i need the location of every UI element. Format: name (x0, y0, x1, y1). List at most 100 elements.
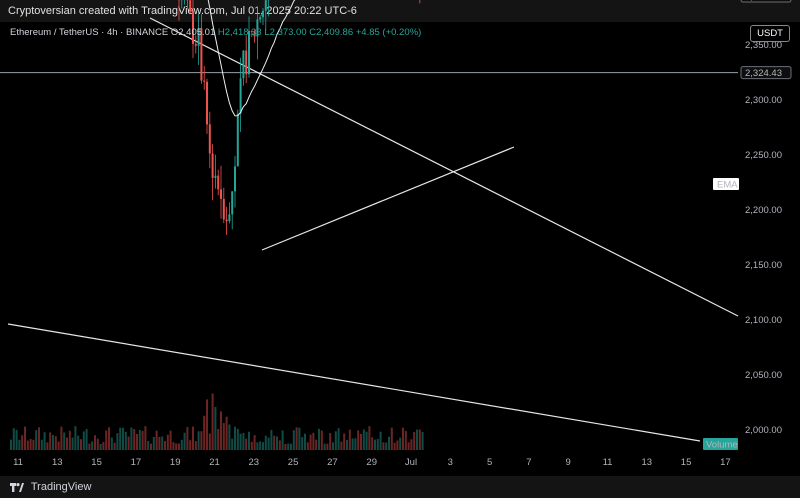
volume-bar (180, 439, 183, 450)
volume-bar (236, 428, 239, 450)
ohlc-legend: Ethereum / TetherUS · 4h · BINANCE O2,40… (10, 27, 421, 38)
volume-bar (421, 431, 424, 450)
volume-bar (74, 426, 77, 450)
volume-bar (172, 442, 175, 450)
candle-body (203, 80, 206, 82)
y-tick-label: 2,050.00 (745, 370, 782, 381)
candle-body (192, 10, 194, 44)
volume-bar (360, 433, 362, 450)
y-tick-label: 2,250.00 (745, 150, 782, 161)
x-tick-label: 5 (487, 457, 492, 468)
level-price-badge (740, 66, 792, 80)
volume-bar (18, 439, 21, 450)
volume-bar (43, 432, 46, 450)
volume-bars (10, 393, 424, 450)
volume-bar (404, 430, 407, 450)
volume-bar (259, 441, 262, 450)
volume-bar (256, 442, 259, 450)
volume-bar (393, 442, 396, 450)
volume-bar (385, 442, 388, 450)
x-tick-label: 17 (131, 457, 142, 468)
volume-bar (388, 436, 390, 450)
volume-bar (189, 440, 192, 450)
volume-bar (60, 426, 63, 450)
volume-bar (320, 430, 323, 450)
volume-bar (323, 443, 326, 450)
volume-bar (32, 439, 35, 450)
volume-bar (161, 436, 164, 450)
x-tick-label: 11 (603, 457, 613, 468)
volume-bar (158, 436, 161, 450)
volume-bar (362, 429, 365, 450)
x-tick-label: 17 (720, 457, 731, 468)
lower-support-trendline (7, 323, 701, 442)
footer-brand: TradingView (0, 476, 800, 498)
volume-bar (267, 437, 270, 450)
level-price-badge (740, 0, 792, 3)
volume-bar (136, 434, 138, 450)
volume-bar (382, 442, 385, 450)
volume-bar (239, 433, 242, 450)
volume-bar (418, 429, 421, 450)
volume-bar (144, 426, 147, 450)
volume-bar (152, 436, 155, 450)
volume-bar (399, 437, 402, 450)
volume-bar (315, 439, 318, 450)
volume-bar (281, 430, 284, 450)
ema-label: EMA (717, 180, 738, 191)
volume-bar (413, 432, 416, 450)
volume-bar (169, 430, 172, 450)
volume-bar (10, 439, 12, 450)
volume-bar (68, 430, 71, 450)
volume-bar (284, 443, 287, 450)
volume-bar (138, 429, 141, 450)
volume-bar (390, 427, 393, 450)
volume-bar (298, 427, 301, 450)
volume-bar (200, 431, 203, 450)
volume-bar (71, 437, 74, 450)
volume-bar (91, 441, 94, 450)
volume-bar (166, 434, 169, 450)
header-text: Cryptoversian created with TradingView.c… (8, 5, 357, 17)
volume-bar (57, 441, 60, 450)
volume-bar (312, 432, 315, 450)
candle-body (194, 43, 197, 46)
x-tick-label: 3 (448, 457, 453, 468)
volume-bar (110, 437, 113, 450)
candle-body (225, 219, 228, 222)
volume-bar (253, 435, 256, 450)
candle-body (197, 28, 200, 46)
y-tick-label: 2,100.00 (745, 315, 782, 326)
candle-body (231, 191, 234, 215)
volume-bar (127, 436, 130, 450)
candle-body (200, 28, 203, 81)
volume-bar (222, 422, 225, 450)
volume-bar (208, 433, 211, 450)
volume-bar (368, 426, 371, 450)
x-tick-label: 27 (327, 457, 338, 468)
currency-button[interactable]: USDT (750, 25, 790, 42)
volume-bar (379, 431, 382, 450)
x-tick-label: 13 (52, 457, 63, 468)
symbol-name: Ethereum / TetherUS · 4h · BINANCE (10, 27, 169, 38)
volume-bar (270, 429, 273, 450)
volume-bar (376, 439, 379, 450)
volume-bar (206, 399, 208, 450)
x-tick-label: 19 (170, 457, 181, 468)
volume-bar (329, 433, 332, 450)
volume-bar (248, 431, 250, 450)
volume-bar (228, 424, 231, 450)
volume-bar (35, 430, 38, 450)
y-tick-label: 2,000.00 (745, 425, 782, 436)
volume-bar (38, 427, 40, 450)
volume-bar (220, 411, 222, 450)
open-value: O2,405.01 (170, 27, 216, 38)
ascending-support-trendline (261, 146, 515, 251)
volume-bar (66, 437, 68, 450)
volume-bar (262, 442, 264, 450)
volume-bar (396, 440, 399, 450)
x-tick-label: 11 (13, 457, 23, 468)
candle-body (242, 50, 245, 79)
volume-bar (46, 442, 49, 450)
